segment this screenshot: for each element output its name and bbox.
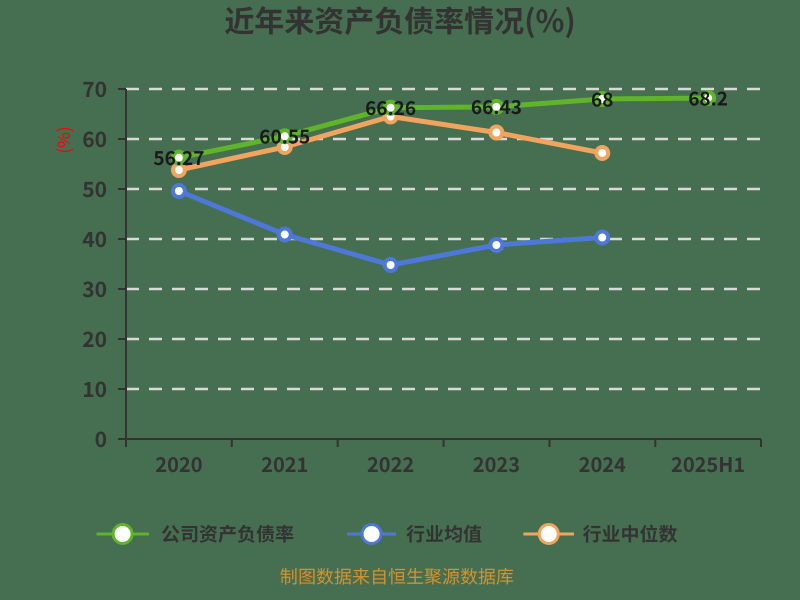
svg-text:68: 68 — [591, 86, 613, 113]
svg-text:2021: 2021 — [261, 449, 308, 478]
svg-text:70: 70 — [82, 74, 107, 104]
svg-text:30: 30 — [82, 274, 107, 304]
svg-text:2020: 2020 — [155, 449, 202, 478]
svg-text:2025H1: 2025H1 — [671, 449, 745, 478]
svg-text:56.27: 56.27 — [153, 144, 204, 171]
svg-text:66.43: 66.43 — [471, 93, 522, 120]
svg-text:行业均值: 行业均值 — [406, 520, 482, 547]
svg-text:68.2: 68.2 — [688, 85, 728, 112]
svg-text:60.55: 60.55 — [259, 123, 310, 150]
svg-text:66.26: 66.26 — [365, 94, 416, 121]
svg-text:2023: 2023 — [473, 449, 520, 478]
svg-text:20: 20 — [82, 324, 107, 354]
svg-text:近年来资产负债率情况(%): 近年来资产负债率情况(%) — [224, 0, 576, 41]
svg-text:10: 10 — [82, 374, 107, 404]
svg-text:40: 40 — [82, 224, 107, 254]
svg-text:2024: 2024 — [579, 449, 626, 478]
svg-text:行业中位数: 行业中位数 — [583, 520, 678, 547]
svg-text:公司资产负债率: 公司资产负债率 — [161, 520, 294, 547]
svg-text:制图数据来自恒生聚源数据库: 制图数据来自恒生聚源数据库 — [280, 563, 514, 589]
svg-text:50: 50 — [82, 174, 107, 204]
svg-text:2022: 2022 — [367, 449, 414, 478]
svg-text:(%): (%) — [50, 126, 75, 153]
svg-text:60: 60 — [82, 124, 107, 154]
svg-text:0: 0 — [95, 424, 107, 454]
